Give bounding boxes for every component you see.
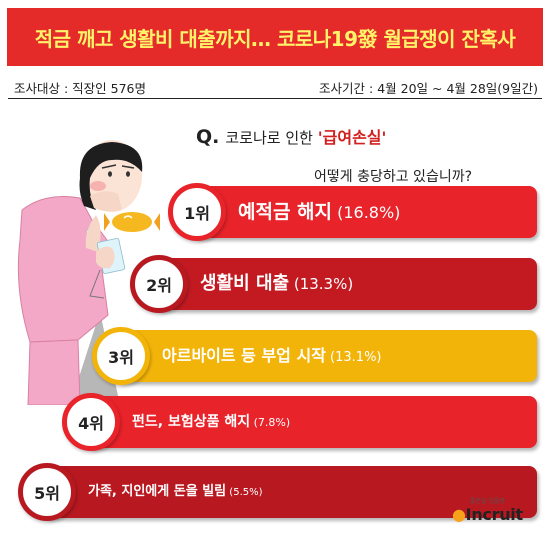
bar-value-4: (7.8%)	[250, 416, 291, 429]
survey-subjects: 조사대상 : 직장인 576명	[14, 81, 146, 96]
bar-value-1: (16.8%)	[332, 203, 401, 222]
rank-badge-3: 3위	[92, 327, 150, 385]
bar-2	[158, 258, 537, 310]
rank-badge-5: 5위	[18, 463, 76, 521]
rank-badge-2: 2위	[130, 255, 188, 313]
incruit-logo: 좋은일 잇올만. ●Incruit	[452, 496, 523, 524]
logo-wordmark: ●Incruit	[452, 505, 523, 524]
logo-name: Incruit	[465, 505, 523, 524]
bar-category-5: 가족, 지인에게 돈을 빌림	[88, 484, 227, 499]
bar-category-3: 아르바이트 등 부업 시작	[162, 346, 326, 365]
question-line-2: 어떻게 충당하고 있습니까?	[314, 169, 473, 185]
headline-title: 적금 깨고 생활비 대출까지… 코로나19發 월급쟁이 잔혹사	[34, 26, 516, 51]
bar-3	[120, 330, 537, 382]
rank-badge-1: 1위	[168, 183, 226, 241]
bar-1	[196, 186, 537, 238]
bar-label-3: 아르바이트 등 부업 시작 (13.1%)	[162, 330, 382, 382]
question-highlight: '급여손실'	[317, 128, 387, 147]
headline-banner: 적금 깨고 생활비 대출까지… 코로나19發 월급쟁이 잔혹사	[7, 8, 543, 66]
bar-5	[46, 466, 537, 518]
bar-value-5: (5.5%)	[226, 487, 263, 498]
bar-value-2: (13.3%)	[289, 275, 354, 293]
bar-category-1: 예적금 해지	[238, 201, 333, 223]
bar-category-2: 생활비 대출	[200, 273, 290, 294]
question-prefix: 코로나로 인한	[225, 129, 313, 147]
question-line-1: Q. 코로나로 인한 '급여손실'	[196, 124, 386, 148]
worried-woman-illustration	[17, 140, 160, 405]
question-mark: Q.	[196, 126, 220, 148]
bar-value-3: (13.1%)	[325, 350, 382, 365]
bar-label-2: 생활비 대출 (13.3%)	[200, 258, 353, 310]
logo-dot-icon: ●	[452, 505, 466, 524]
logo-tagline: 좋은일 잇올만.	[470, 498, 507, 505]
survey-info-row: 조사대상 : 직장인 576명 조사기간 : 4월 20일 ~ 4월 28일(9…	[8, 72, 542, 99]
bar-category-4: 펀드, 보험상품 해지	[132, 414, 251, 430]
bar-label-1: 예적금 해지 (16.8%)	[238, 186, 400, 238]
bar-label-5: 가족, 지인에게 돈을 빌림 (5.5%)	[88, 466, 263, 518]
rank-badge-4: 4위	[62, 393, 120, 451]
survey-period: 조사기간 : 4월 20일 ~ 4월 28일(9일간)	[319, 81, 538, 96]
bar-label-4: 펀드, 보험상품 해지 (7.8%)	[132, 396, 290, 448]
bar-4	[90, 396, 537, 448]
